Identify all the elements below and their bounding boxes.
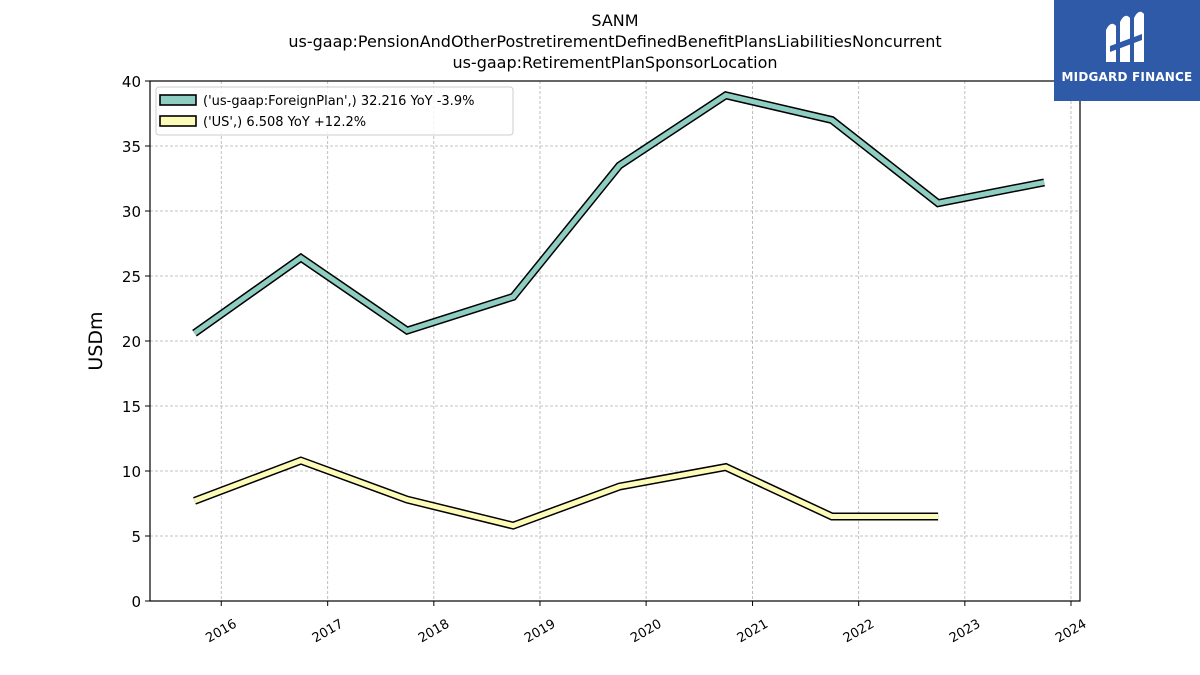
y-tick-label: 20 [122, 333, 141, 351]
chart-title-line-2: us-gaap:PensionAndOtherPostretirementDef… [288, 32, 942, 51]
midgard-finance-logo: MIDGARD FINANCE [1054, 0, 1200, 101]
x-tick-label: 2018 [416, 617, 452, 647]
y-tick-label: 35 [122, 138, 141, 156]
y-tick-label: 30 [122, 203, 141, 221]
y-tick-label: 10 [122, 463, 141, 481]
grid-lines [150, 80, 1080, 602]
legend-label-2: ('US',) 6.508 YoY +12.2% [203, 115, 366, 130]
x-tick-label: 2023 [947, 617, 983, 647]
x-tick-label: 2020 [628, 617, 664, 647]
x-axis: 2016 2017 2018 2019 2020 2021 2022 2023 2024 [203, 601, 1089, 646]
x-tick-label: 2022 [841, 617, 877, 647]
y-tick-label: 5 [131, 528, 141, 546]
y-axis: 0 5 10 15 20 25 30 35 40 [122, 73, 150, 611]
chart-title-line-1: SANM [591, 11, 639, 30]
y-tick-label: 25 [122, 268, 141, 286]
legend-swatch-2 [159, 115, 197, 127]
series-group [192, 91, 1045, 530]
chart-title-line-3: us-gaap:RetirementPlanSponsorLocation [452, 53, 778, 72]
legend: ('us-gaap:ForeignPlan',) 32.216 YoY -3.9… [155, 86, 514, 136]
legend-label-1: ('us-gaap:ForeignPlan',) 32.216 YoY -3.9… [203, 94, 474, 109]
y-tick-label: 40 [122, 73, 141, 91]
y-tick-label: 0 [131, 593, 141, 611]
x-tick-label: 2017 [310, 617, 346, 647]
midgard-logo-icon [1106, 11, 1144, 62]
series-2-line [193, 457, 939, 529]
y-axis-label: USDm [85, 311, 107, 370]
series-1-line [193, 92, 1045, 336]
x-tick-label: 2019 [522, 617, 558, 647]
x-tick-label: 2024 [1053, 617, 1089, 647]
legend-swatch-1 [159, 94, 197, 106]
x-tick-label: 2021 [735, 617, 771, 647]
x-tick-label: 2016 [203, 617, 239, 647]
y-tick-label: 15 [122, 398, 141, 416]
logo-text: MIDGARD FINANCE [1061, 70, 1193, 84]
legend-box [155, 86, 514, 136]
